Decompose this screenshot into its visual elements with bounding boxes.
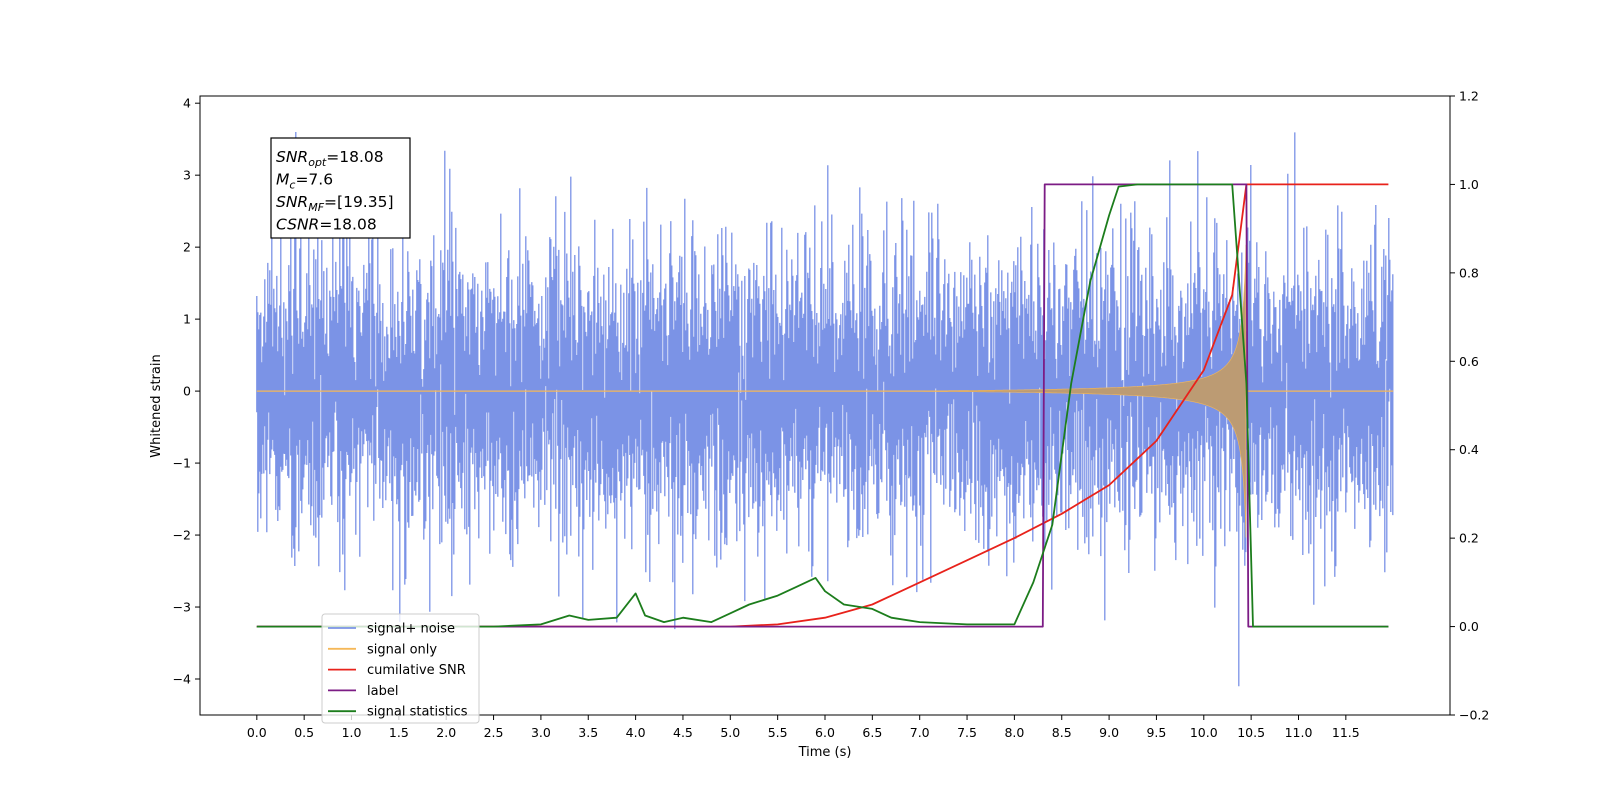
x-tick-label: 0.0	[247, 725, 267, 740]
y-tick-label: 4	[183, 96, 191, 111]
y2-tick-label: 0.2	[1459, 531, 1479, 546]
x-tick-label: 3.5	[578, 725, 598, 740]
legend: signal+ noise signal only cumilative SNR la…	[321, 613, 480, 724]
y-tick-label: 3	[183, 168, 191, 183]
x-tick-label: 6.5	[862, 725, 882, 740]
x-tick-label: 10.5	[1237, 725, 1265, 740]
x-tick-label: 7.0	[910, 725, 930, 740]
x-tick-label: 1.5	[389, 725, 409, 740]
y-tick-label: 1	[183, 312, 191, 327]
x-tick-label: 2.0	[436, 725, 456, 740]
x-tick-label: 0.5	[294, 725, 314, 740]
y-tick-label: 0	[183, 384, 191, 399]
x-axis: 0.0 0.5 1.0 1.5 2.0 2.5 3.0 3.5 4.0 4.5 5.0 5.5 6.0 6…	[247, 715, 1360, 740]
legend-label: signal only	[367, 642, 437, 657]
y-axis-left: 4 3 2 1 0 −1 −2 −3 −4	[173, 96, 200, 687]
x-tick-label: 8.5	[1052, 725, 1072, 740]
y-tick-label: −4	[173, 672, 191, 687]
y2-tick-label: 0.8	[1459, 265, 1479, 280]
x-tick-label: 3.0	[531, 725, 551, 740]
x-tick-label: 11.5	[1332, 725, 1360, 740]
annotation-line: CSNR=18.08	[276, 216, 377, 234]
x-tick-label: 10.0	[1190, 725, 1218, 740]
y2-tick-label: −0.2	[1459, 708, 1489, 723]
series-cumilative-snr	[256, 183, 1389, 628]
legend-label: signal statistics	[367, 705, 468, 720]
x-tick-label: 9.5	[1146, 725, 1166, 740]
y-axis-right: 1.2 1.0 0.8 0.6 0.4 0.2 0.0 −0.2	[1450, 89, 1489, 723]
legend-label: signal+ noise	[367, 622, 455, 637]
legend-label: label	[367, 684, 398, 699]
x-tick-label: 11.0	[1285, 725, 1313, 740]
y-tick-label: −2	[173, 528, 191, 543]
y2-tick-label: 1.0	[1459, 177, 1479, 192]
y-axis-label: Whitened strain	[149, 354, 164, 457]
y-tick-label: −3	[173, 600, 191, 615]
x-tick-label: 5.0	[720, 725, 740, 740]
annotation-line: Mc=7.6	[276, 171, 333, 192]
series-layer	[256, 132, 1394, 687]
x-tick-label: 6.0	[815, 725, 835, 740]
y2-tick-label: 1.2	[1459, 89, 1479, 104]
y-tick-label: −1	[173, 456, 191, 471]
annotation-line: SNRMF=[19.35]	[276, 193, 394, 214]
x-tick-label: 2.5	[484, 725, 504, 740]
x-tick-label: 9.0	[1099, 725, 1119, 740]
x-tick-label: 8.0	[1004, 725, 1024, 740]
series-signal-statistics	[256, 183, 1389, 628]
y2-tick-label: 0.6	[1459, 354, 1479, 369]
y2-tick-label: 0.4	[1459, 442, 1479, 457]
x-tick-label: 4.0	[626, 725, 646, 740]
legend-label: cumilative SNR	[367, 663, 466, 678]
x-axis-label: Time (s)	[798, 745, 852, 760]
y-tick-label: 2	[183, 240, 191, 255]
annotation-line: SNRopt=18.08	[276, 148, 384, 169]
x-tick-label: 1.0	[342, 725, 362, 740]
x-tick-label: 4.5	[673, 725, 693, 740]
x-tick-label: 7.5	[957, 725, 977, 740]
x-tick-label: 5.5	[768, 725, 788, 740]
series-signal-noise	[256, 132, 1394, 687]
y2-tick-label: 0.0	[1459, 619, 1479, 634]
